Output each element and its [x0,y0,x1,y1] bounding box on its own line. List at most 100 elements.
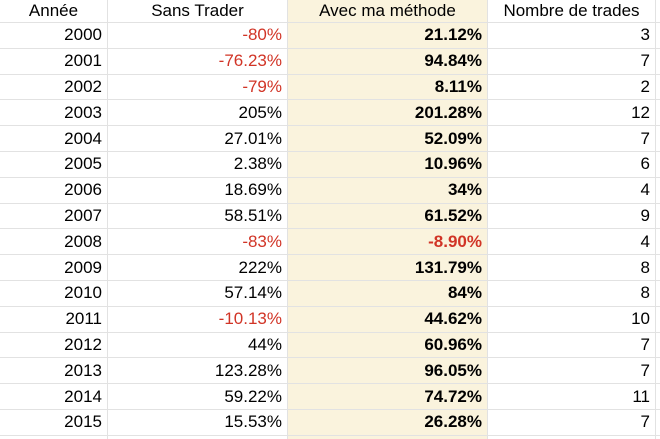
cell-year[interactable]: 2004 [0,126,108,151]
cell-sans-trader[interactable]: 58.51% [108,203,288,229]
row-spacer-cell[interactable] [656,281,660,306]
cell-sans-trader[interactable]: -80% [108,23,288,48]
cell-year[interactable]: 2015 [0,409,108,435]
cell-avec-methode[interactable]: 201.28% [288,100,488,126]
cell-year[interactable]: 2006 [0,177,108,203]
cell-trades[interactable]: 2 [488,74,656,100]
table-row: 2014 59.22% 74.72% 11 [0,384,660,410]
cell-empty[interactable] [0,435,108,439]
cell-avec-methode[interactable]: 94.84% [288,48,488,74]
cell-year[interactable]: 2007 [0,203,108,229]
cell-avec-methode[interactable]: 74.72% [288,384,488,409]
cell-year[interactable]: 2002 [0,74,108,100]
table-row: 2000 -80% 21.12% 3 [0,23,660,49]
row-spacer-cell[interactable] [656,255,660,280]
cell-avec-methode[interactable]: 26.28% [288,409,488,435]
row-spacer-cell[interactable] [656,75,660,100]
cell-empty[interactable] [288,435,488,439]
cell-trades[interactable]: 4 [488,229,656,255]
table-row: 2011 -10.13% 44.62% 10 [0,306,660,333]
cell-sans-trader[interactable]: 222% [108,255,288,280]
row-spacer-cell[interactable] [656,333,660,358]
cell-trades[interactable]: 7 [488,332,656,358]
cell-sans-trader[interactable]: -79% [108,74,288,100]
cell-avec-methode[interactable]: 84% [288,280,488,306]
cell-year[interactable]: 2003 [0,100,108,126]
cell-year[interactable]: 2014 [0,384,108,409]
cell-year[interactable]: 2013 [0,358,108,384]
cell-sans-trader[interactable]: 15.53% [108,409,288,435]
cell-trades[interactable]: 7 [488,409,656,435]
cell-avec-methode[interactable]: 52.09% [288,126,488,151]
table-row: 2004 27.01% 52.09% 7 [0,126,660,152]
cell-avec-methode[interactable]: 21.12% [288,23,488,48]
cell-year[interactable]: 2010 [0,280,108,306]
row-spacer-cell[interactable] [656,23,660,48]
column-header-avec-ma-methode[interactable]: Avec ma méthode [288,0,488,22]
row-spacer-cell[interactable] [656,204,660,229]
cell-sans-trader[interactable]: 2.38% [108,151,288,177]
cell-sans-trader[interactable]: -83% [108,229,288,255]
row-spacer-cell[interactable] [656,358,660,383]
cell-avec-methode[interactable]: 131.79% [288,255,488,280]
cell-empty[interactable] [488,435,656,439]
row-spacer-cell[interactable] [656,229,660,254]
cell-trades[interactable]: 12 [488,100,656,126]
row-spacer-cell[interactable] [656,152,660,177]
table-row: 2005 2.38% 10.96% 6 [0,151,660,178]
table-row: 2010 57.14% 84% 8 [0,280,660,307]
cell-trades[interactable]: 6 [488,151,656,177]
row-spacer-cell[interactable] [656,410,660,435]
cell-trades[interactable]: 7 [488,126,656,151]
cell-sans-trader[interactable]: 18.69% [108,177,288,203]
cell-sans-trader[interactable]: -10.13% [108,306,288,332]
table-row: 2013 123.28% 96.05% 7 [0,358,660,385]
cell-avec-methode[interactable]: 96.05% [288,358,488,384]
cell-trades[interactable]: 10 [488,306,656,332]
cell-year[interactable]: 2008 [0,229,108,255]
table-row: 2002 -79% 8.11% 2 [0,74,660,101]
cell-sans-trader[interactable]: 59.22% [108,384,288,409]
cell-avec-methode[interactable]: 60.96% [288,332,488,358]
cell-year[interactable]: 2011 [0,306,108,332]
cell-sans-trader[interactable]: 123.28% [108,358,288,384]
column-header-annee[interactable]: Année [0,0,108,22]
cell-year[interactable]: 2001 [0,48,108,74]
cell-trades[interactable]: 8 [488,280,656,306]
cell-sans-trader[interactable]: 27.01% [108,126,288,151]
cell-trades[interactable]: 4 [488,177,656,203]
cell-sans-trader[interactable]: -76.23% [108,48,288,74]
row-spacer-cell[interactable] [656,178,660,203]
cell-year[interactable]: 2005 [0,151,108,177]
table-row: 2012 44% 60.96% 7 [0,332,660,359]
cell-trades[interactable]: 9 [488,203,656,229]
cell-avec-methode[interactable]: 8.11% [288,74,488,100]
row-spacer-cell[interactable] [656,384,660,409]
cell-avec-methode[interactable]: 44.62% [288,306,488,332]
cell-trades[interactable]: 8 [488,255,656,280]
cell-trades[interactable]: 7 [488,48,656,74]
row-spacer-cell[interactable] [656,100,660,125]
cell-avec-methode[interactable]: 61.52% [288,203,488,229]
cell-year[interactable]: 2009 [0,255,108,280]
column-header-nombre-de-trades[interactable]: Nombre de trades [488,0,656,22]
column-header-sans-trader[interactable]: Sans Trader [108,0,288,22]
header-spacer-cell[interactable] [656,0,660,22]
cell-avec-methode[interactable]: -8.90% [288,229,488,255]
cell-avec-methode[interactable]: 10.96% [288,151,488,177]
cell-trades[interactable]: 7 [488,358,656,384]
row-spacer-cell[interactable] [656,126,660,151]
cell-sans-trader[interactable]: 57.14% [108,280,288,306]
cell-sans-trader[interactable]: 44% [108,332,288,358]
cell-trades[interactable]: 11 [488,384,656,409]
cell-sans-trader[interactable]: 205% [108,100,288,126]
table-row: 2003 205% 201.28% 12 [0,100,660,127]
cell-year[interactable]: 2000 [0,23,108,48]
row-spacer-cell[interactable] [656,307,660,332]
cell-trades[interactable]: 3 [488,23,656,48]
row-spacer-cell[interactable] [656,49,660,74]
cell-avec-methode[interactable]: 34% [288,177,488,203]
table-body: 2000 -80% 21.12% 3 2001 -76.23% 94.84% 7 2002 -79… [0,23,660,439]
cell-year[interactable]: 2012 [0,332,108,358]
cell-empty[interactable] [108,435,288,439]
